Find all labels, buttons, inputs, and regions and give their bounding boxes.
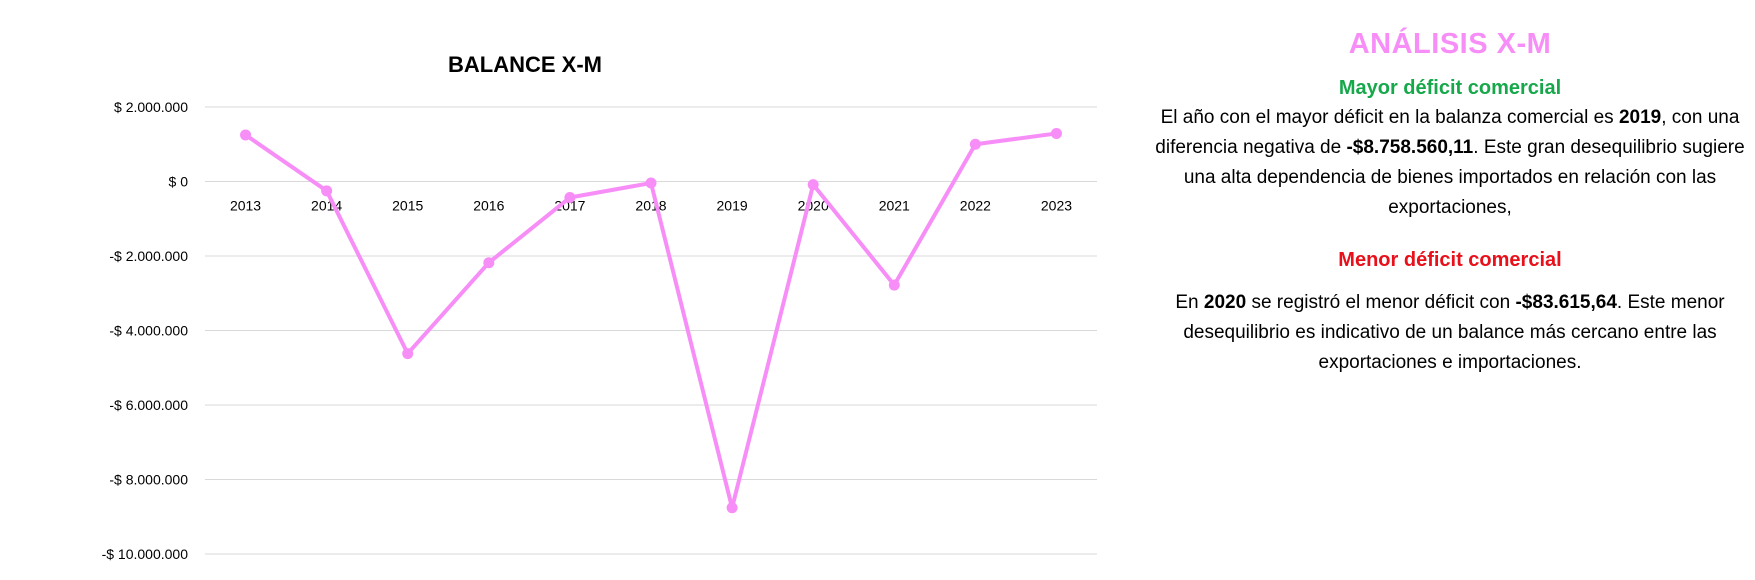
min-deficit-text-part3: . Este menor desequilibrio es indicativo… <box>1183 292 1725 373</box>
chart-svg: BALANCE X-M $ 2.000.000 $ 0 -$ 2.000.000 -$… <box>102 52 1097 562</box>
x-tick-label: 2019 <box>717 198 748 214</box>
min-deficit-year: 2020 <box>1203 292 1247 313</box>
x-tick-label: 2018 <box>635 198 666 214</box>
min-deficit-text-part1: En <box>1175 292 1204 313</box>
data-point <box>888 279 900 291</box>
y-tick-label: $ 0 <box>169 174 189 190</box>
y-tick-label: -$ 6.000.000 <box>109 397 188 413</box>
y-tick-label: $ 2.000.000 <box>114 99 188 115</box>
y-tick-label: -$ 8.000.000 <box>109 472 188 488</box>
data-point <box>483 257 495 269</box>
y-tick-label: -$ 4.000.000 <box>109 323 188 339</box>
max-deficit-text: El año con el mayor déficit en la balanz… <box>1150 103 1750 223</box>
min-deficit-text: En 2020 se registró el menor déficit con… <box>1150 288 1750 378</box>
y-tick-label: -$ 2.000.000 <box>109 248 188 264</box>
max-deficit-year: 2019 <box>1618 107 1662 128</box>
max-deficit-amount: -$8.758.560,11 <box>1346 137 1474 158</box>
data-point <box>969 138 981 150</box>
data-point <box>645 177 657 189</box>
x-tick-label: 2015 <box>392 198 423 214</box>
max-deficit-heading: Mayor déficit comercial <box>1338 77 1562 99</box>
min-deficit-text-part2: se registró el menor déficit con <box>1246 292 1516 313</box>
series-balance <box>240 127 1062 514</box>
data-point <box>807 179 819 191</box>
x-tick-label: 2023 <box>1041 198 1072 214</box>
analysis-title: ANÁLISIS X-M <box>1348 28 1552 60</box>
max-deficit-text-part3: . Este gran desequilibrio sugiere una al… <box>1183 137 1745 218</box>
y-axis-tick-labels: $ 2.000.000 $ 0 -$ 2.000.000 -$ 4.000.000 -$… <box>102 99 189 562</box>
data-point <box>402 348 414 360</box>
max-deficit-text-part1: El año con el mayor déficit en la balanz… <box>1160 107 1619 128</box>
chart-title: BALANCE X-M <box>448 52 602 77</box>
x-tick-label: 2013 <box>230 198 261 214</box>
series-line <box>244 131 1057 510</box>
data-point <box>321 185 333 197</box>
gridlines <box>205 106 1097 555</box>
x-axis-tick-labels: 2013 2014 2015 2016 2017 2018 2019 2020 2021 2022… <box>230 198 1072 214</box>
x-tick-label: 2022 <box>960 198 991 214</box>
max-deficit-section: Mayor déficit comercial El año con el ma… <box>1150 77 1750 223</box>
data-point <box>240 129 252 141</box>
y-tick-label: -$ 10.000.000 <box>102 546 189 562</box>
data-point <box>726 502 738 514</box>
data-point <box>564 192 576 204</box>
x-tick-label: 2021 <box>879 198 910 214</box>
analysis-panel: ANÁLISIS X-M Mayor déficit comercial El … <box>1150 28 1750 378</box>
data-point <box>1050 127 1062 139</box>
min-deficit-heading: Menor déficit comercial <box>1338 249 1562 271</box>
balance-chart: BALANCE X-M $ 2.000.000 $ 0 -$ 2.000.000 -$… <box>102 52 1097 562</box>
min-deficit-amount: -$83.615,64 <box>1515 292 1617 313</box>
min-deficit-section: Menor déficit comercial En 2020 se regis… <box>1150 249 1750 378</box>
max-deficit-text-part2: , con una diferencia negativa de <box>1155 107 1740 158</box>
x-tick-label: 2016 <box>473 198 504 214</box>
